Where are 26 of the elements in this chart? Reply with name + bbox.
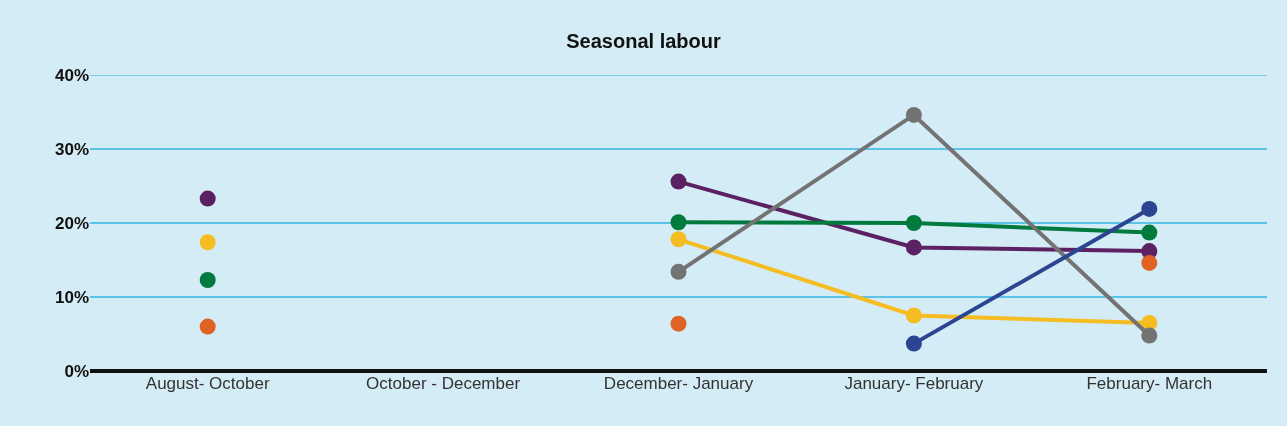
x-tick-label: August- October — [145, 374, 270, 393]
point — [670, 231, 687, 248]
point — [199, 271, 216, 288]
x-tick-label: October - December — [366, 374, 521, 393]
x-tick-label: January- February — [844, 374, 984, 393]
point — [905, 335, 922, 352]
point — [905, 239, 922, 256]
y-tick-label: 40% — [54, 65, 89, 85]
point — [1141, 254, 1158, 271]
point — [199, 318, 216, 335]
x-tick-label: February- March — [1086, 374, 1213, 393]
y-tick-label: 30% — [54, 139, 89, 159]
point — [905, 307, 922, 324]
point — [670, 263, 687, 280]
y-tick-label: 20% — [54, 213, 89, 233]
x-tick-label: December- January — [603, 374, 754, 393]
point — [1141, 327, 1158, 344]
chart-title: Seasonal labour — [566, 30, 721, 53]
point — [1141, 200, 1158, 217]
y-tick-label: 0% — [64, 361, 89, 381]
point — [670, 173, 687, 190]
point — [199, 190, 216, 207]
y-tick-label: 10% — [54, 287, 89, 307]
point — [199, 234, 216, 251]
point — [905, 106, 922, 123]
point — [670, 315, 687, 332]
